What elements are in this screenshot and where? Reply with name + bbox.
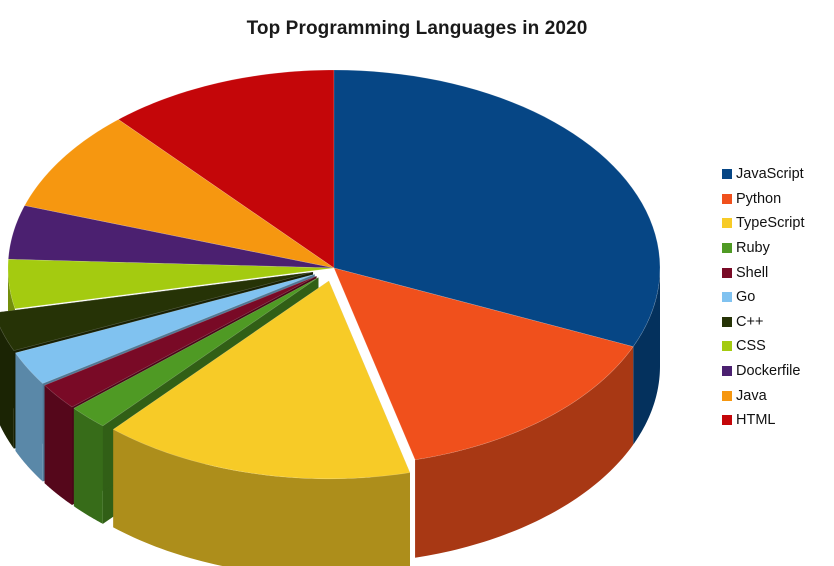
- pie-slice-ruby: [73, 277, 319, 427]
- legend-item-cpp: C++: [722, 310, 805, 335]
- pie-slice-css: [7, 258, 335, 310]
- legend-item-python: Python: [722, 187, 805, 212]
- legend-swatch-typescript: [722, 218, 732, 229]
- legend-label-ruby: Ruby: [736, 240, 770, 257]
- legend-item-javascript: JavaScript: [722, 162, 805, 187]
- pie-slice-go: [15, 273, 315, 384]
- pie-slice-cpp: [0, 271, 314, 351]
- legend-label-cpp: C++: [736, 313, 764, 330]
- pie-rim-ruby: [73, 408, 103, 524]
- chart-legend: JavaScript Python TypeScript Ruby Shell Go C++…: [722, 162, 805, 433]
- legend-swatch-java: [722, 390, 732, 401]
- pie-slice-dockerfile: [8, 205, 335, 269]
- pie-slice-typescript: [112, 280, 411, 480]
- legend-swatch-cpp: [722, 316, 732, 327]
- pie-rim-typescript: [113, 429, 410, 566]
- legend-swatch-html: [722, 415, 732, 426]
- pie-rim-javascript: [633, 268, 660, 445]
- legend-item-typescript: TypeScript: [722, 211, 805, 236]
- legend-label-css: CSS: [736, 338, 766, 355]
- pie-rim-go: [15, 352, 43, 482]
- legend-label-java: Java: [736, 387, 767, 404]
- legend-swatch-dockerfile: [722, 366, 732, 377]
- pie-slice-python: [333, 267, 634, 461]
- legend-item-java: Java: [722, 383, 805, 408]
- legend-item-go: Go: [722, 285, 805, 310]
- legend-item-dockerfile: Dockerfile: [722, 359, 805, 384]
- legend-swatch-go: [722, 292, 732, 303]
- pie-slice-html: [118, 69, 335, 269]
- legend-label-dockerfile: Dockerfile: [736, 363, 801, 380]
- legend-item-css: CSS: [722, 334, 805, 359]
- chart-title: Top Programming Languages in 2020: [246, 18, 588, 39]
- legend-swatch-javascript: [722, 169, 732, 180]
- legend-label-javascript: JavaScript: [736, 166, 804, 183]
- legend-label-shell: Shell: [736, 264, 769, 281]
- pie-slice-java: [24, 119, 335, 269]
- pie-rim-cpp: [0, 327, 14, 449]
- legend-item-ruby: Ruby: [722, 236, 805, 261]
- legend-label-python: Python: [736, 190, 782, 207]
- legend-swatch-shell: [722, 267, 732, 278]
- pie-slice-javascript: [333, 69, 661, 347]
- legend-swatch-ruby: [722, 243, 732, 254]
- legend-item-html: HTML: [722, 408, 805, 433]
- legend-swatch-python: [722, 193, 732, 204]
- pie-slice-shell: [44, 275, 317, 408]
- legend-label-typescript: TypeScript: [736, 215, 805, 232]
- legend-item-shell: Shell: [722, 260, 805, 285]
- legend-swatch-css: [722, 341, 732, 352]
- legend-label-go: Go: [736, 289, 756, 306]
- legend-label-html: HTML: [736, 412, 776, 429]
- pie-rim-shell: [44, 385, 72, 505]
- pie-rim-python: [415, 346, 634, 558]
